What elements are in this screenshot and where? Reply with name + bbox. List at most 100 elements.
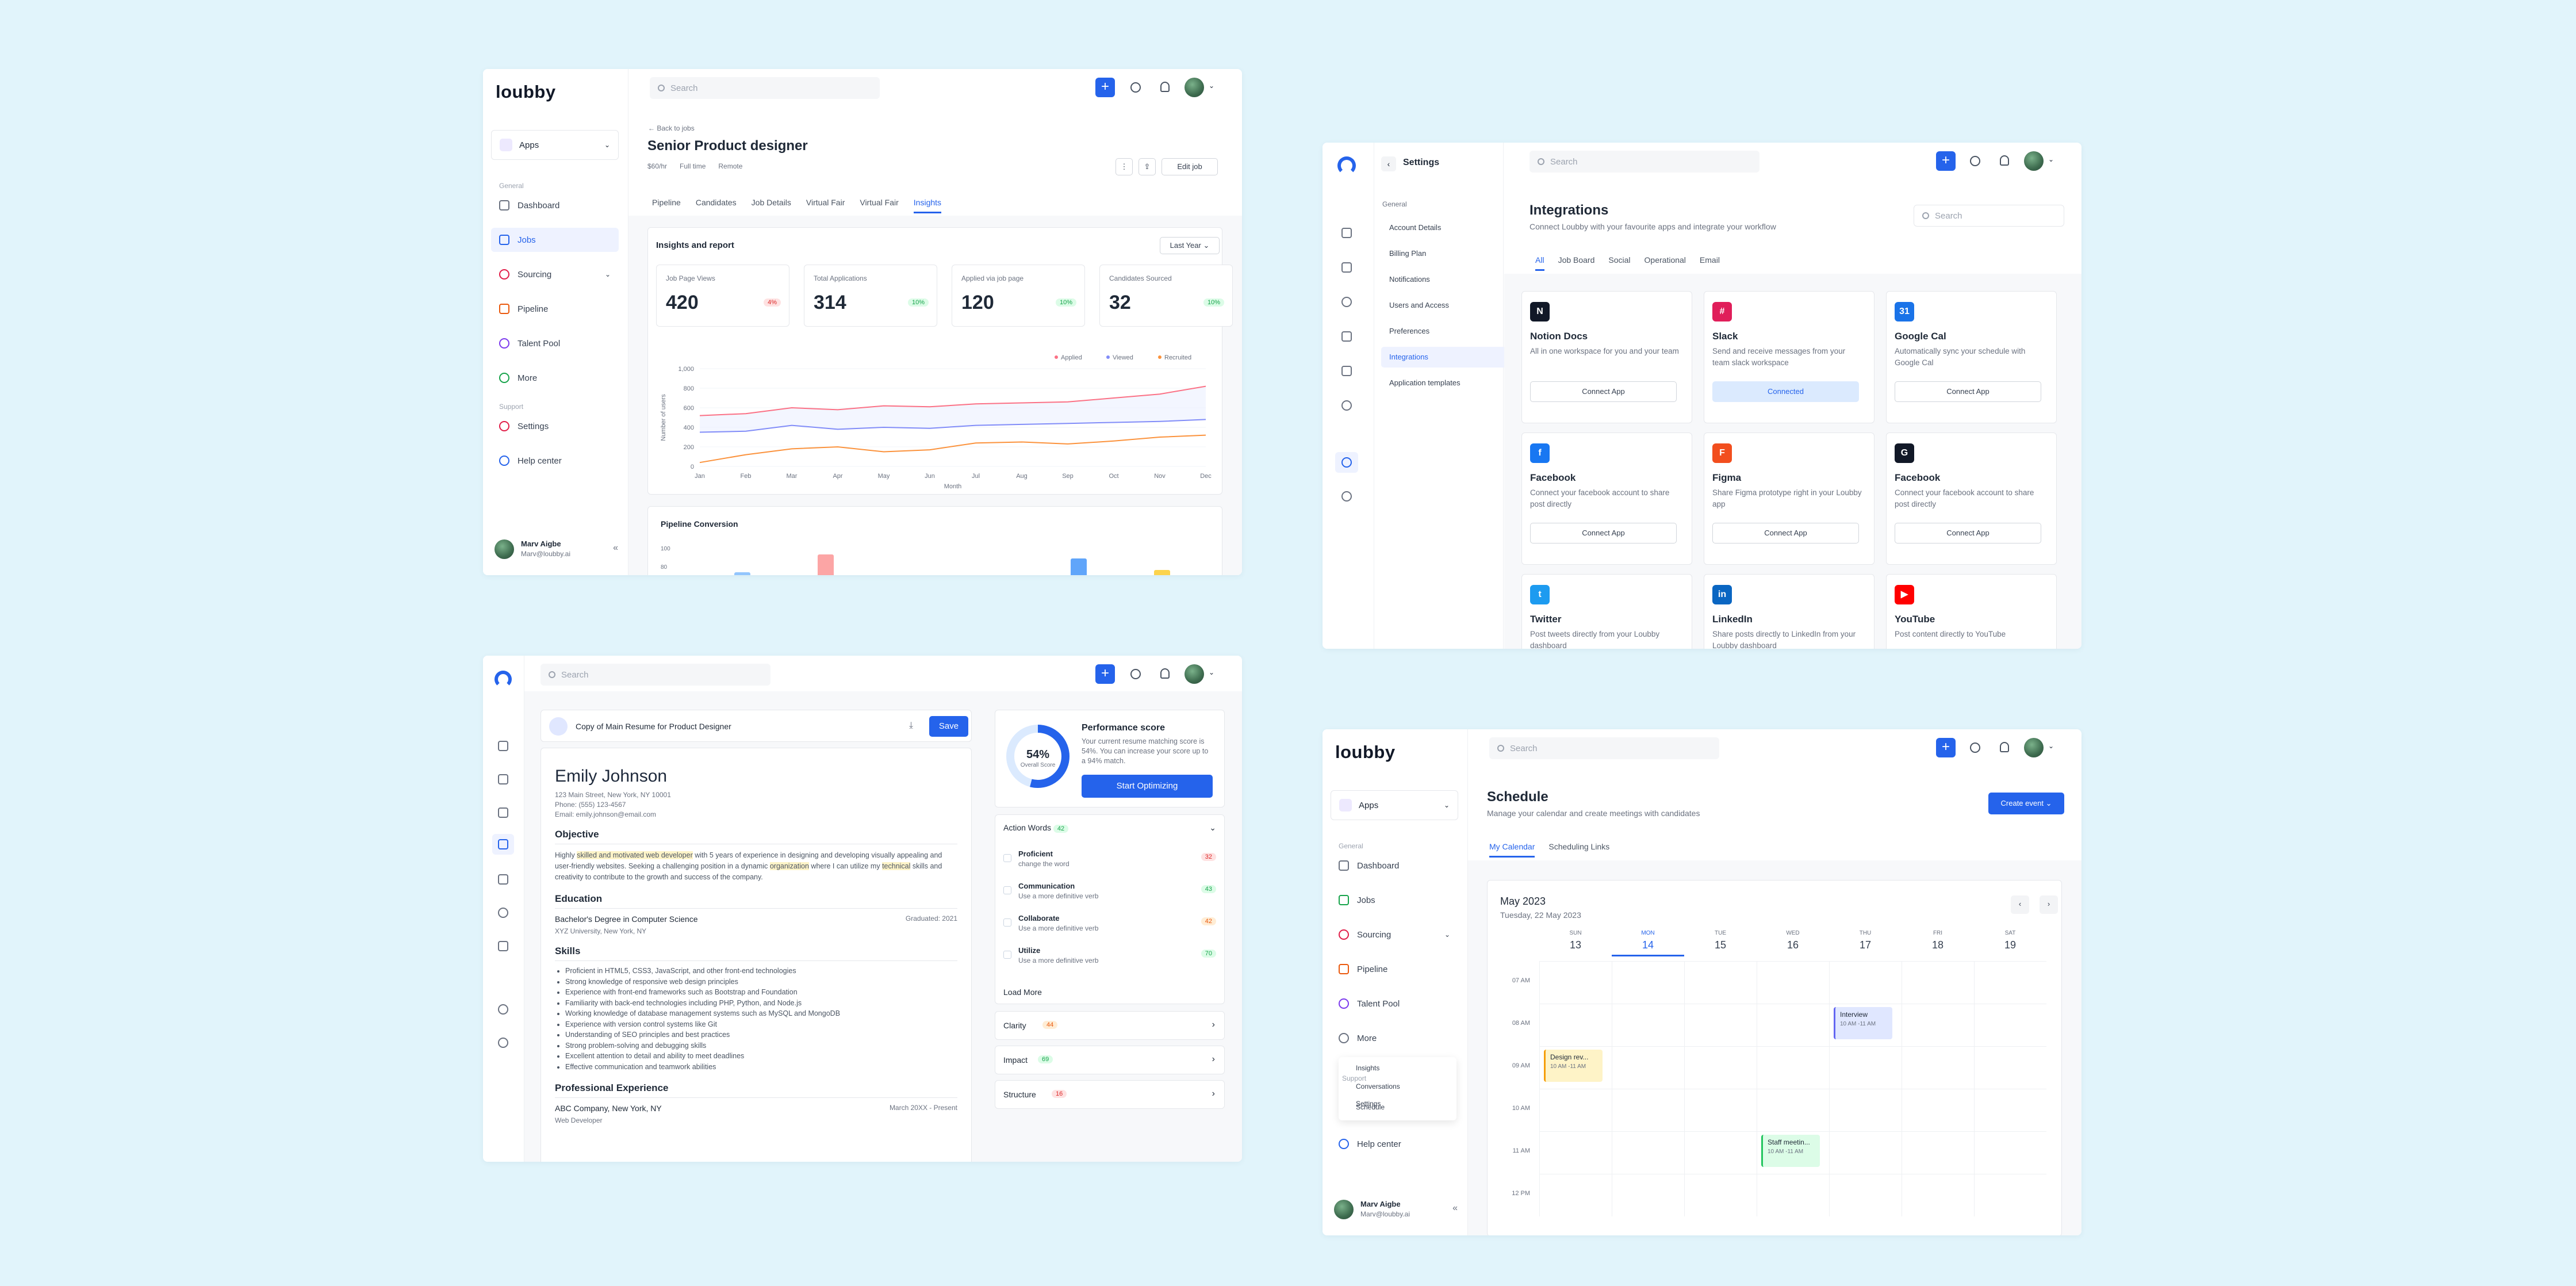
nav-sourcing[interactable]: Sourcing ⌄ — [1331, 923, 1458, 947]
calendar-icon[interactable] — [492, 834, 514, 855]
settings-menu-item[interactable]: Application templates — [1389, 378, 1460, 387]
nav-settings[interactable]: Settings — [1356, 1100, 1381, 1108]
event[interactable]: Design rev... 10 AM -11 AM — [1544, 1050, 1603, 1082]
tab-email[interactable]: Email — [1699, 255, 1720, 265]
chevron-down-icon[interactable]: ⌄ — [2048, 742, 2054, 750]
day-number[interactable]: 17 — [1859, 939, 1872, 951]
highlight[interactable]: skilled and motivated web developer — [577, 851, 693, 859]
tab-virtual-fair[interactable]: Virtual Fair — [806, 198, 845, 207]
nav-sourcing[interactable]: Sourcing ⌄ — [491, 262, 619, 286]
integrations-search-input[interactable]: Search — [1914, 205, 2064, 227]
score-section-structure[interactable]: Structure 16 › — [995, 1080, 1225, 1109]
award-icon[interactable] — [1341, 297, 1352, 307]
event[interactable]: Interview 10 AM -11 AM — [1834, 1007, 1892, 1039]
award-icon[interactable] — [498, 908, 508, 918]
apps-switcher[interactable]: Apps ⌄ — [491, 130, 619, 160]
more-options-button[interactable]: ⋮ — [1116, 158, 1133, 175]
bell-icon[interactable] — [1160, 668, 1170, 679]
search-input[interactable]: Search — [1489, 737, 1719, 759]
submenu-conversations[interactable]: Conversations — [1356, 1082, 1400, 1090]
bell-icon[interactable] — [1160, 82, 1170, 92]
action-words-header[interactable]: Action Words 42 ⌄ — [1003, 823, 1216, 833]
chevron-down-icon[interactable]: ⌄ — [2048, 155, 2054, 163]
settings-menu-item[interactable]: Billing Plan — [1389, 249, 1427, 258]
create-event-button[interactable]: Create event ⌄ — [1988, 793, 2064, 814]
settings-icon[interactable] — [498, 1004, 508, 1015]
tab-job-board[interactable]: Job Board — [1558, 255, 1595, 265]
event[interactable]: Staff meetin... 10 AM -11 AM — [1761, 1135, 1820, 1167]
connect-app-button[interactable]: Connect App — [1712, 523, 1859, 544]
avatar[interactable] — [2024, 151, 2044, 171]
checkbox[interactable] — [1003, 918, 1011, 927]
highlight[interactable]: technical — [882, 862, 911, 870]
submenu-insights[interactable]: Insights — [1356, 1064, 1380, 1072]
day-number[interactable]: 19 — [2004, 939, 2017, 951]
add-button[interactable]: + — [1095, 664, 1115, 684]
settings-menu-item[interactable]: Integrations — [1381, 347, 1508, 368]
tab-all[interactable]: All — [1535, 255, 1544, 271]
start-optimizing-button[interactable]: Start Optimizing — [1082, 775, 1213, 798]
user-card[interactable]: Marv Aigbe Marv@loubby.ai « — [1334, 1195, 1458, 1224]
more-icon[interactable] — [1341, 400, 1352, 411]
tab-job-details[interactable]: Job Details — [751, 198, 791, 207]
help-icon[interactable] — [498, 1038, 508, 1048]
connected-button[interactable]: Connected — [1712, 381, 1859, 402]
tab-candidates[interactable]: Candidates — [695, 198, 737, 207]
nav-more[interactable]: More — [491, 366, 619, 390]
search-input[interactable]: Search — [1529, 151, 1759, 173]
add-button[interactable]: + — [1095, 78, 1115, 97]
period-select[interactable]: Last Year ⌄ — [1160, 237, 1220, 254]
chevron-down-icon[interactable]: ⌄ — [1209, 82, 1215, 90]
tab-social[interactable]: Social — [1608, 255, 1631, 265]
settings-icon[interactable] — [1335, 452, 1358, 473]
nav-help[interactable]: Help center — [491, 449, 619, 473]
connect-app-button[interactable]: Connect App — [1530, 381, 1677, 402]
add-button[interactable]: + — [1936, 738, 1956, 757]
highlight[interactable]: organization — [769, 862, 809, 870]
help-icon[interactable] — [1130, 669, 1141, 679]
settings-menu-item[interactable]: Preferences — [1389, 327, 1430, 335]
bell-icon[interactable] — [2000, 155, 2009, 166]
connect-app-button[interactable]: Connect App — [1530, 523, 1677, 544]
settings-menu-item[interactable]: Notifications — [1389, 275, 1430, 284]
next-button[interactable]: › — [2040, 895, 2058, 914]
nav-talent-pool[interactable]: Talent Pool — [491, 331, 619, 355]
collapse-icon[interactable]: « — [1452, 1203, 1458, 1213]
tab-operational[interactable]: Operational — [1644, 255, 1686, 265]
tab-pipeline[interactable]: Pipeline — [652, 198, 681, 207]
nav-pipeline[interactable]: Pipeline — [1331, 957, 1458, 981]
user-check-icon[interactable] — [498, 941, 508, 951]
nav-dashboard[interactable]: Dashboard — [1331, 853, 1458, 878]
nav-talent-pool[interactable]: Talent Pool — [1331, 992, 1458, 1016]
checkbox[interactable] — [1003, 951, 1011, 959]
bell-icon[interactable] — [2000, 742, 2009, 752]
tab-insights[interactable]: Insights — [913, 198, 942, 213]
nav-pipeline[interactable]: Pipeline — [491, 297, 619, 321]
help-icon[interactable] — [1970, 156, 1980, 166]
day-number[interactable]: 18 — [1931, 939, 1944, 951]
load-more-button[interactable]: Load More — [1003, 988, 1042, 997]
checkbox[interactable] — [1003, 854, 1011, 862]
avatar[interactable] — [1184, 664, 1204, 684]
dashboard-icon[interactable] — [498, 741, 508, 751]
download-icon[interactable]: ⤓ — [909, 721, 914, 730]
submenu-schedule[interactable]: Schedule — [1356, 1103, 1385, 1111]
day-number[interactable]: 15 — [1714, 939, 1727, 951]
avatar[interactable] — [2024, 738, 2044, 757]
briefcase-icon[interactable] — [1341, 262, 1352, 273]
user-card[interactable]: Marv Aigbe Marv@loubby.ai « — [494, 535, 618, 564]
settings-menu-item[interactable]: Users and Access — [1389, 301, 1450, 309]
connect-app-button[interactable]: Connect App — [1895, 381, 2041, 402]
nav-dashboard[interactable]: Dashboard — [491, 193, 619, 217]
prev-button[interactable]: ‹ — [2011, 895, 2029, 914]
score-section-impact[interactable]: Impact 69 › — [995, 1046, 1225, 1074]
document-icon[interactable] — [498, 774, 508, 784]
search-input[interactable]: Search — [540, 664, 770, 686]
nav-jobs[interactable]: Jobs — [1331, 888, 1458, 912]
edit-job-button[interactable]: Edit job — [1162, 158, 1218, 175]
back-link[interactable]: ← Back to jobs — [648, 124, 695, 132]
pipeline-icon[interactable] — [1341, 331, 1352, 342]
tab-scheduling-links[interactable]: Scheduling Links — [1548, 842, 1610, 851]
search-input[interactable]: Search — [650, 77, 880, 99]
nav-help[interactable]: Help center — [1331, 1132, 1458, 1156]
